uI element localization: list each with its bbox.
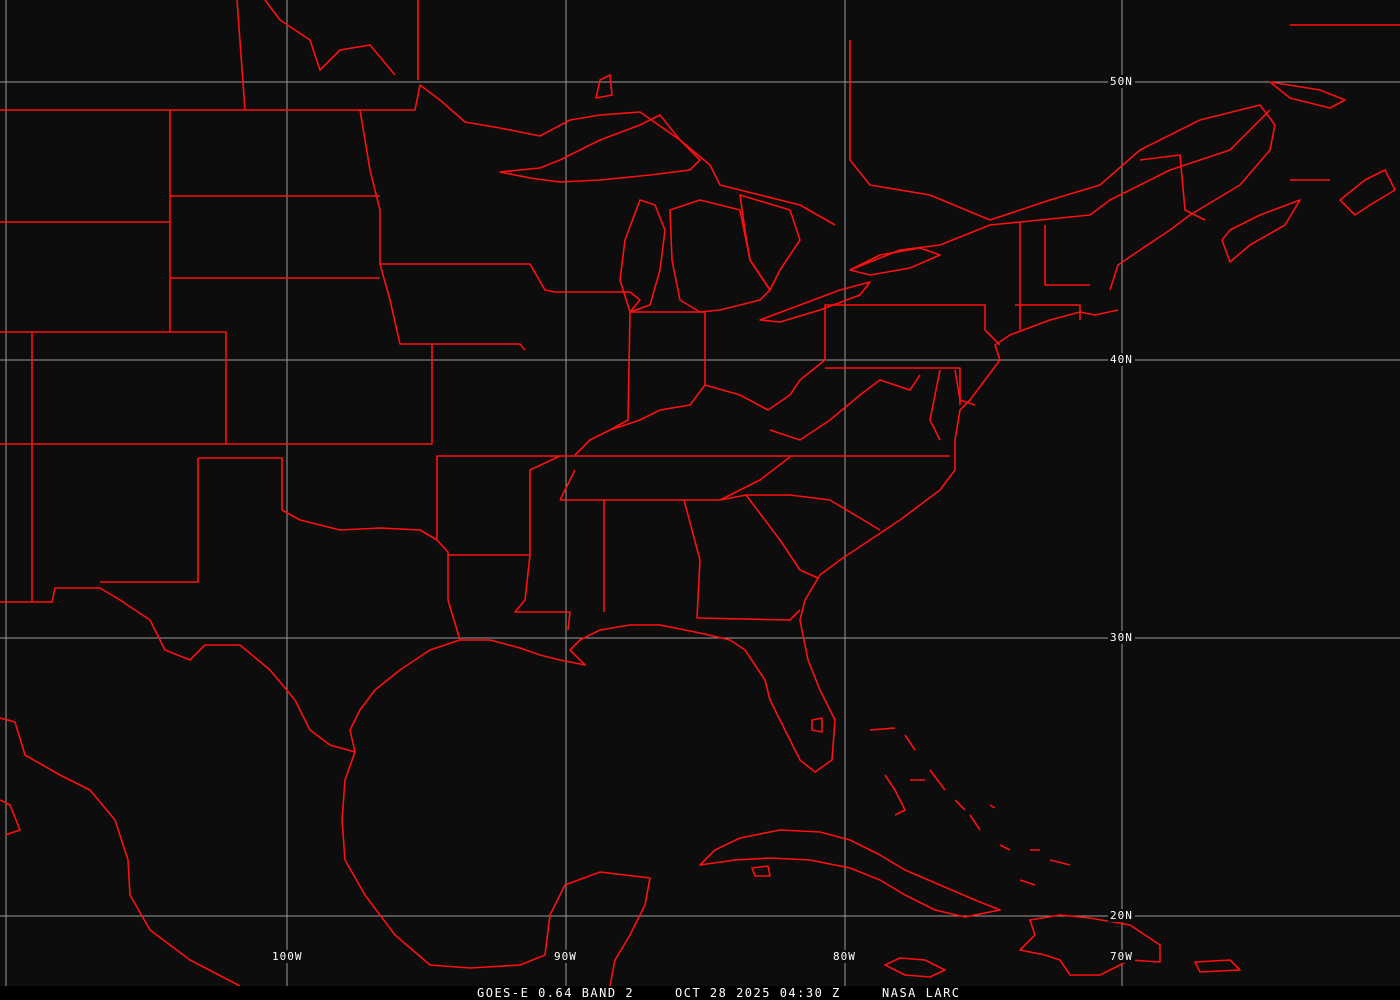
lat-label-50n: 50N: [1108, 75, 1135, 88]
northeast-canada-coast: [989, 104, 1301, 291]
lon-label-90w: 90W: [552, 950, 579, 963]
nova-scotia: [1290, 169, 1396, 216]
rio-grande-border: [0, 587, 356, 753]
florida-peninsula-lake: [811, 717, 823, 733]
cuba: [699, 829, 1001, 918]
chesapeake-bay: [929, 369, 976, 441]
east-coast: [349, 309, 1119, 773]
jamaica: [884, 957, 946, 978]
lake-of-the-woods-area: [264, 0, 613, 99]
us-canada-border: [0, 84, 1271, 271]
bahamas: [869, 727, 1071, 886]
michigan-peninsula: [669, 199, 771, 313]
lake-superior: [499, 114, 701, 183]
lat-label-40n: 40N: [1108, 353, 1135, 366]
mexico-pacific-coast: [0, 717, 241, 987]
lake-ontario: [849, 247, 941, 276]
lon-label-80w: 80W: [831, 950, 858, 963]
state-lines: [0, 109, 1090, 641]
lon-label-70w: 70W: [1108, 950, 1135, 963]
lat-label-20n: 20N: [1108, 909, 1135, 922]
lon-label-100w: 100W: [270, 950, 305, 963]
anticosti-island: [1269, 81, 1346, 109]
canada-boundary-north: [236, 0, 1400, 221]
caption-product: GOES-E 0.64 BAND 2: [477, 986, 635, 1000]
caption-source: NASA LARC: [882, 986, 961, 1000]
lake-michigan: [619, 199, 666, 313]
hispaniola: [1019, 914, 1161, 976]
image-caption: GOES-E 0.64 BAND 2 OCT 28 2025 04:30 Z N…: [0, 986, 1400, 1000]
caption-datetime: OCT 28 2025 04:30 Z: [675, 986, 841, 1000]
puerto-rico: [1194, 959, 1241, 973]
baja-california: [0, 799, 21, 836]
lat-label-30n: 30N: [1108, 631, 1135, 644]
lake-huron: [739, 194, 801, 291]
isle-of-youth: [751, 865, 771, 877]
mexico-gulf-coast: [341, 751, 651, 987]
lake-erie: [759, 281, 871, 323]
